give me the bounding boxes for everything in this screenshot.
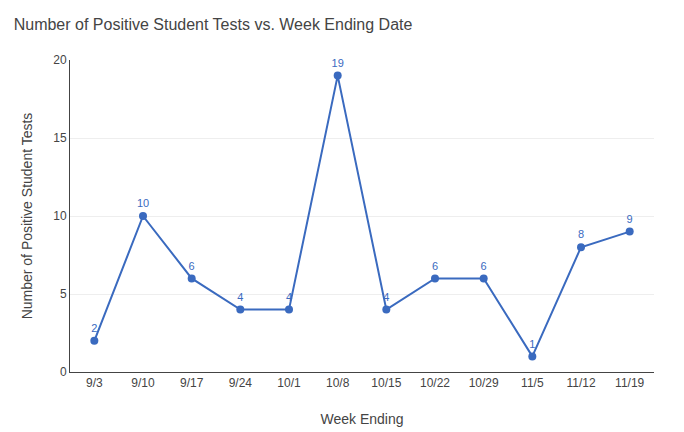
svg-text:2: 2	[91, 322, 97, 334]
svg-text:20: 20	[53, 53, 67, 67]
svg-text:4: 4	[237, 291, 243, 303]
svg-text:4: 4	[383, 291, 389, 303]
svg-text:10/29: 10/29	[469, 376, 499, 390]
svg-text:11/19: 11/19	[615, 376, 644, 390]
svg-text:11/12: 11/12	[566, 376, 595, 390]
svg-text:1: 1	[529, 338, 535, 350]
svg-text:11/5: 11/5	[521, 376, 544, 390]
svg-text:10: 10	[53, 209, 67, 223]
svg-text:10/8: 10/8	[326, 376, 350, 390]
svg-text:Week Ending: Week Ending	[320, 411, 403, 427]
svg-text:0: 0	[60, 365, 67, 379]
svg-text:5: 5	[60, 287, 67, 301]
svg-text:10/15: 10/15	[371, 376, 401, 390]
svg-text:9/17: 9/17	[180, 376, 204, 390]
svg-text:10/22: 10/22	[420, 376, 450, 390]
svg-text:9/3: 9/3	[86, 376, 103, 390]
svg-text:6: 6	[189, 260, 195, 272]
svg-text:Number of Positive Student Tes: Number of Positive Student Tests	[19, 113, 35, 320]
svg-text:6: 6	[481, 260, 487, 272]
svg-text:9/10: 9/10	[131, 376, 155, 390]
svg-text:8: 8	[578, 228, 584, 240]
svg-text:19: 19	[332, 57, 344, 69]
svg-text:10: 10	[137, 197, 149, 209]
svg-text:Number of Positive Student Tes: Number of Positive Student Tests vs. Wee…	[14, 16, 413, 33]
svg-text:9/24: 9/24	[229, 376, 253, 390]
svg-text:4: 4	[286, 291, 292, 303]
svg-text:10/1: 10/1	[277, 376, 301, 390]
svg-text:9: 9	[627, 213, 633, 225]
svg-text:15: 15	[53, 131, 67, 145]
svg-text:6: 6	[432, 260, 438, 272]
